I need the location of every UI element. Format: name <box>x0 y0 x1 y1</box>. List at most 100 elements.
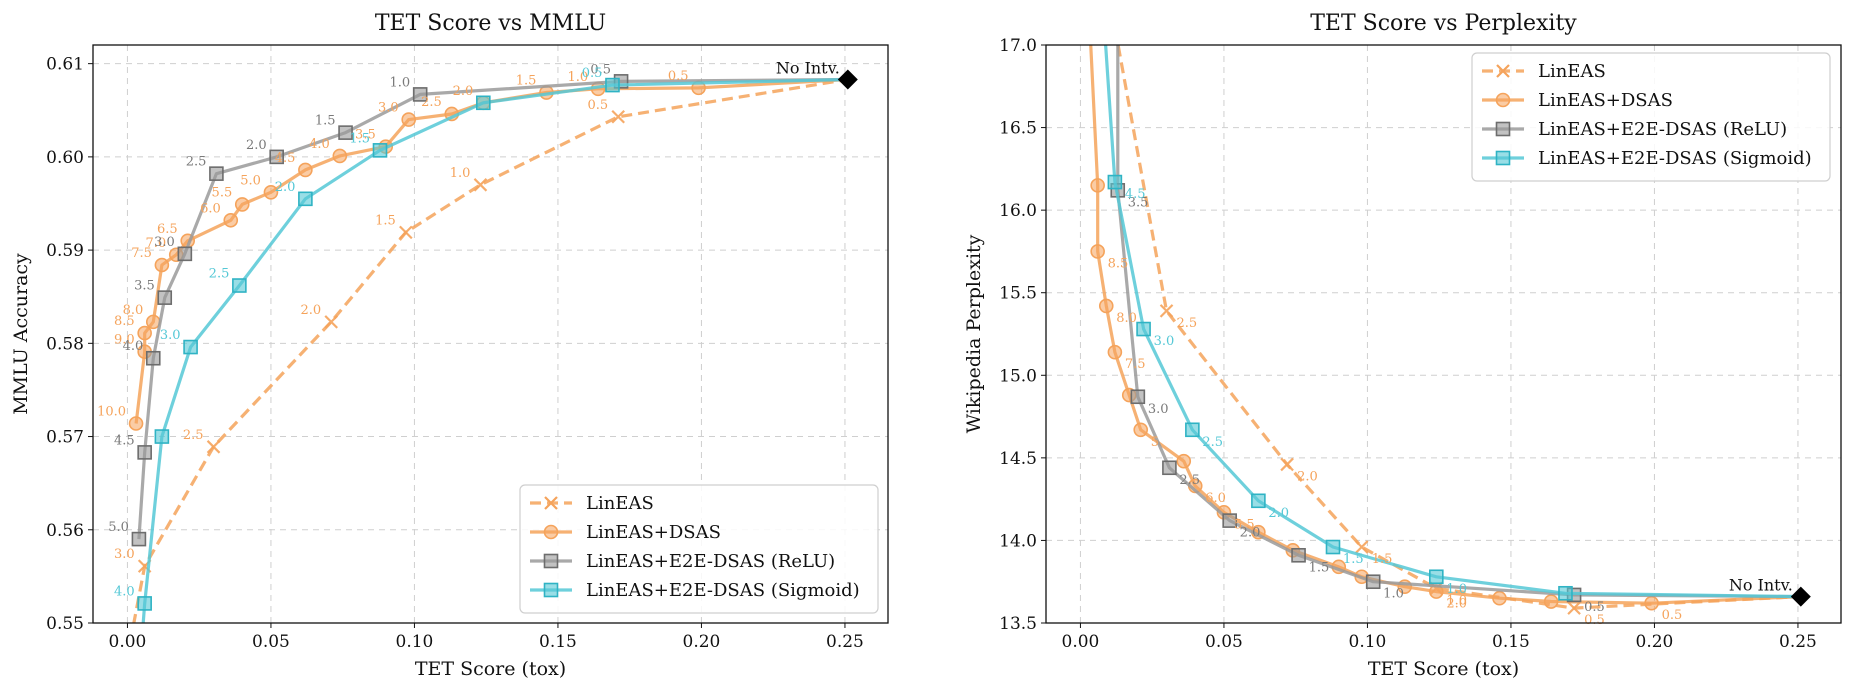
y-tick-label: 0.61 <box>46 55 84 75</box>
x-axis-label: TET Score (tox) <box>1368 658 1519 680</box>
data-label: 8.5 <box>114 314 135 329</box>
data-label: 8.5 <box>1108 256 1129 271</box>
data-point-square <box>137 596 152 611</box>
x-tick-label: 0.20 <box>683 632 721 652</box>
x-tick-label: 0.05 <box>1205 632 1243 652</box>
legend-square-marker <box>1495 121 1511 137</box>
legend-square-marker <box>1495 150 1511 166</box>
legend-label: LinEAS+DSAS <box>586 522 721 543</box>
data-point-circle <box>401 112 417 127</box>
data-label: 0.5 <box>582 66 603 81</box>
data-point-x-marker <box>399 225 413 240</box>
data-label: 2.5 <box>186 155 207 170</box>
series-line <box>132 77 849 623</box>
data-label: 2.0 <box>453 84 474 99</box>
y-tick-label: 0.57 <box>46 428 84 448</box>
series-2 <box>131 74 848 547</box>
y-tick-label: 0.59 <box>46 241 84 261</box>
axes-frame <box>1045 44 1842 624</box>
data-point-square <box>412 87 428 102</box>
legend-label: LinEAS <box>586 493 654 514</box>
x-tick-label: 0.15 <box>1492 632 1530 652</box>
data-point-circle <box>234 197 250 212</box>
data-point-x-marker <box>206 440 221 454</box>
y-tick-label: 15.0 <box>999 366 1037 386</box>
y-tick-label: 0.58 <box>46 334 84 354</box>
x-tick-label: 0.00 <box>109 632 147 652</box>
data-point-square <box>1429 569 1444 585</box>
data-label: 2.5 <box>1202 435 1223 450</box>
y-tick-label: 0.55 <box>46 614 84 634</box>
data-point-square <box>154 429 170 444</box>
y-tick-label: 16.5 <box>999 119 1037 139</box>
data-label: 3.0 <box>378 101 399 116</box>
data-label: 1.0 <box>567 70 588 85</box>
data-point-x-marker <box>1159 304 1174 318</box>
data-point-circle <box>332 148 348 164</box>
data-label: 1.5 <box>375 213 396 228</box>
data-point-square <box>1162 460 1177 476</box>
data-label: 3.0 <box>160 328 181 343</box>
data-point-square <box>145 350 161 366</box>
data-label: 2.5 <box>421 95 442 110</box>
data-point-x-marker <box>1567 601 1581 615</box>
plot-area <box>1083 5 1801 615</box>
data-label: 2.5 <box>1179 473 1200 488</box>
data-point-circle <box>128 416 144 431</box>
data-point-circle <box>1083 5 1096 18</box>
data-label: 2.5 <box>1177 316 1198 331</box>
data-label: 2.0 <box>1268 506 1289 521</box>
data-label: 1.5 <box>315 114 336 129</box>
legend-circle-marker <box>1495 92 1511 108</box>
data-point-circle <box>223 212 239 228</box>
data-label: 3.0 <box>154 235 175 250</box>
data-point-square <box>1130 389 1146 405</box>
x-axis-label: TET Score (tox) <box>415 658 566 680</box>
chart-1: 0.00 0.05 0.10 0.15 0.20 0.25 13.5 14.0 14.5 15.0… <box>963 5 1842 680</box>
legend-square-marker <box>543 553 559 569</box>
legend: LinEAS LinEAS+DSAS LinEAS+E2E-DSAS (ReLU) L… <box>519 484 879 614</box>
x-tick-label: 0.00 <box>1062 632 1100 652</box>
data-label: 8.0 <box>123 303 144 318</box>
axes-frame <box>92 44 889 624</box>
data-point-circle <box>1090 178 1105 193</box>
data-point-square <box>1136 321 1151 337</box>
data-label: 3.5 <box>134 279 155 294</box>
data-point-square <box>183 339 198 355</box>
ticks: 0.00 0.05 0.10 0.15 0.20 0.250.550.560.570.58… <box>46 55 864 652</box>
x-tick-label: 0.25 <box>826 632 864 652</box>
data-point-circle <box>298 162 313 178</box>
data-point-circle <box>263 184 279 200</box>
data-label: 6.0 <box>200 201 221 216</box>
legend-box <box>1471 52 1831 182</box>
y-tick-label: 14.0 <box>999 531 1037 551</box>
data-label: 7.5 <box>1125 357 1146 372</box>
no-intervention-marker <box>1790 586 1811 607</box>
data-label: 2.0 <box>301 303 322 318</box>
data-label: 4.5 <box>1125 187 1146 202</box>
data-point-circle <box>137 325 152 341</box>
data-point-x-marker <box>473 178 488 192</box>
y-tick-label: 0.56 <box>46 521 84 541</box>
data-label: 2.0 <box>275 180 296 195</box>
series-1 <box>1083 5 1801 611</box>
data-label: 2.0 <box>1297 469 1318 484</box>
data-label: 0.5 <box>590 62 611 77</box>
y-tick-label: 0.60 <box>46 148 84 168</box>
legend-box <box>519 484 879 614</box>
x-tick-label: 0.15 <box>539 632 577 652</box>
x-tick-label: 0.05 <box>252 632 290 652</box>
data-label: 9.0 <box>114 333 135 348</box>
data-point-square <box>1365 574 1381 590</box>
data-point-circle <box>1543 594 1559 609</box>
data-point-square <box>476 95 491 111</box>
data-label: 3.5 <box>355 128 376 143</box>
series-0 <box>132 77 849 623</box>
series-1 <box>128 77 848 431</box>
data-point-square <box>209 166 224 181</box>
legend-circle-marker <box>543 524 559 540</box>
data-label: 1.5 <box>1343 552 1364 567</box>
data-label: 10.0 <box>97 404 126 419</box>
data-label: 0.5 <box>1584 600 1605 615</box>
